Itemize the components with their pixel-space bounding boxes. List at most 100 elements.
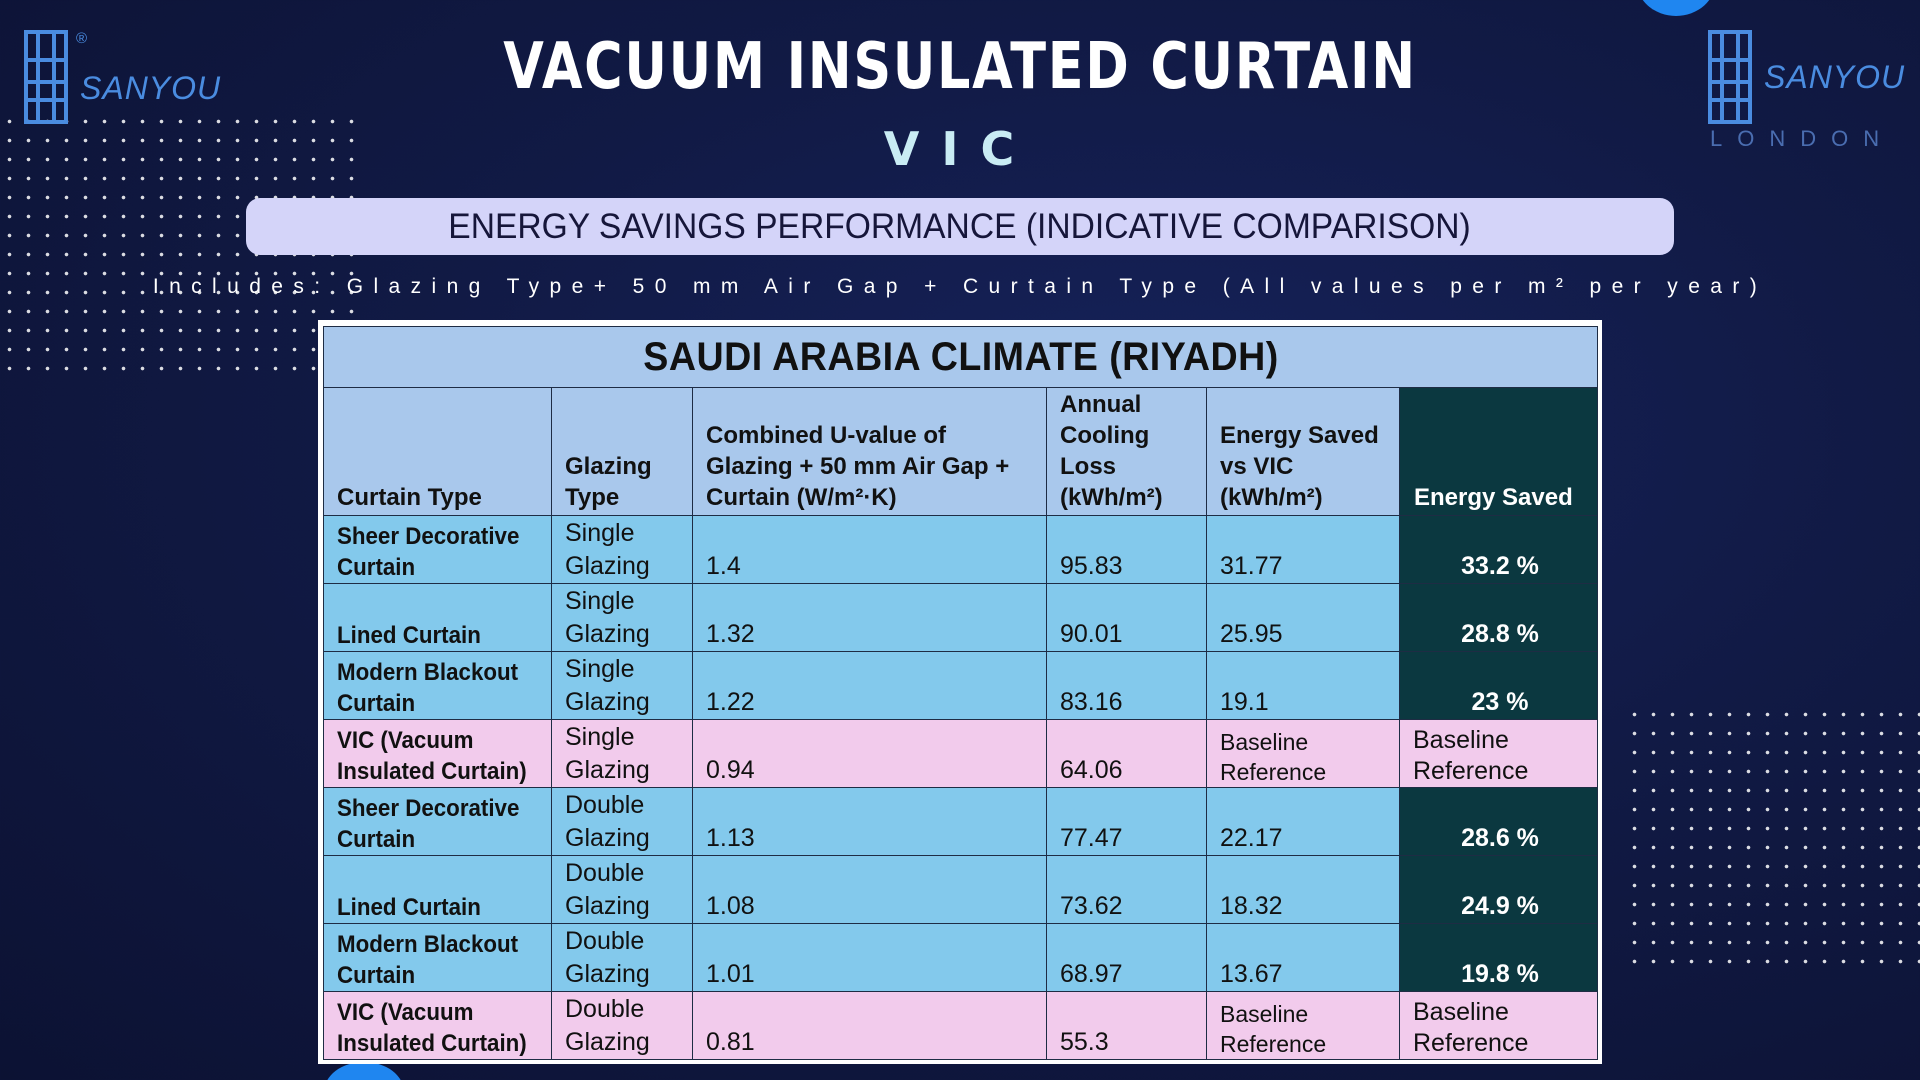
sanyou-logo-left: SANYOU [24, 30, 221, 124]
glazing-type-cell: Double Glazing [551, 991, 693, 1060]
glazing-type-cell-text: Single Glazing [565, 519, 650, 580]
comparison-table: SAUDI ARABIA CLIMATE (RIYADH) Curtain Ty… [323, 326, 1598, 1060]
u-value-cell: 1.08 [692, 855, 1047, 924]
glazing-type-cell: Single Glazing [551, 719, 693, 788]
energy-saved-cell-text: 28.8 % [1461, 620, 1539, 648]
saved-vs-vic-cell: 31.77 [1206, 515, 1400, 584]
energy-saved-cell: 24.9 % [1399, 855, 1598, 924]
table-row: Lined Curtain Double Glazing 1.08 73.62 18.3… [323, 855, 1598, 924]
sanyou-logo-icon [1708, 30, 1752, 124]
energy-saved-cell: 33.2 % [1399, 515, 1598, 584]
curtain-type-cell: Sheer Decorative Curtain [323, 787, 552, 856]
brand-name: SANYOU [80, 69, 222, 106]
glazing-type-cell-text: Double Glazing [565, 791, 650, 852]
brand-name-right: SANYOU [1764, 58, 1906, 95]
glazing-type-cell: Double Glazing [551, 855, 693, 924]
cooling-loss-cell: 83.16 [1046, 651, 1207, 720]
saved-vs-vic-cell-text: 13.67 [1220, 960, 1283, 988]
table-row: Lined Curtain Single Glazing 1.32 90.01 25.9… [323, 583, 1598, 652]
decorative-circle-bottom [324, 1062, 404, 1080]
u-value-cell: 1.4 [692, 515, 1047, 584]
glazing-type-cell-text: Single Glazing [565, 723, 650, 784]
energy-saved-cell: 28.8 % [1399, 583, 1598, 652]
table-row: Sheer Decorative Curtain Double Glazing 1.… [323, 787, 1598, 856]
column-header: Energy Saved vs VIC (kWh/m²) [1206, 387, 1400, 516]
section-banner: ENERGY SAVINGS PERFORMANCE (INDICATIVE C… [246, 198, 1674, 255]
page-title: VACUUM INSULATED CURTAIN [503, 30, 1417, 104]
curtain-type-cell: VIC (Vacuum Insulated Curtain) [323, 719, 552, 788]
glazing-type-cell-text: Double Glazing [565, 927, 650, 988]
saved-vs-vic-cell-text: 31.77 [1220, 552, 1283, 580]
glazing-type-cell: Single Glazing [551, 651, 693, 720]
curtain-type-cell-text: VIC (Vacuum Insulated Curtain) [337, 727, 527, 785]
cooling-loss-cell-text: 83.16 [1060, 688, 1123, 716]
comparison-table-container: SAUDI ARABIA CLIMATE (RIYADH) Curtain Ty… [318, 320, 1602, 1064]
registered-mark: ® [76, 30, 88, 47]
glazing-type-cell: Single Glazing [551, 515, 693, 584]
energy-saved-cell: Baseline Reference [1399, 991, 1598, 1060]
saved-vs-vic-cell-text: Baseline Reference [1220, 1001, 1327, 1057]
glazing-type-cell-text: Single Glazing [565, 655, 650, 716]
glazing-type-cell: Single Glazing [551, 583, 693, 652]
curtain-type-cell: Lined Curtain [323, 583, 552, 652]
energy-saved-cell-text: 24.9 % [1461, 892, 1539, 920]
u-value-cell: 0.94 [692, 719, 1047, 788]
cooling-loss-cell: 68.97 [1046, 923, 1207, 992]
energy-saved-cell-text: Baseline Reference [1413, 998, 1529, 1057]
saved-vs-vic-cell: 13.67 [1206, 923, 1400, 992]
glazing-type-cell-text: Double Glazing [565, 995, 650, 1056]
curtain-type-cell-text: Lined Curtain [337, 622, 481, 649]
cooling-loss-cell-text: 73.62 [1060, 892, 1123, 920]
energy-saved-cell: 28.6 % [1399, 787, 1598, 856]
cooling-loss-cell: 77.47 [1046, 787, 1207, 856]
curtain-type-cell: Modern Blackout Curtain [323, 651, 552, 720]
sanyou-logo-right: SANYOU [1708, 30, 1905, 124]
curtain-type-cell-text: Modern Blackout Curtain [337, 659, 519, 717]
dot-pattern-right [1625, 705, 1920, 965]
saved-vs-vic-cell-text: 18.32 [1220, 892, 1283, 920]
glazing-type-cell: Double Glazing [551, 923, 693, 992]
saved-vs-vic-cell: 19.1 [1206, 651, 1400, 720]
energy-saved-cell-text: 19.8 % [1461, 960, 1539, 988]
saved-vs-vic-cell: 25.95 [1206, 583, 1400, 652]
u-value-cell-text: 1.22 [706, 688, 755, 716]
saved-vs-vic-cell-text: 19.1 [1220, 688, 1269, 716]
table-title-text: SAUDI ARABIA CLIMATE (RIYADH) [642, 334, 1279, 379]
saved-vs-vic-cell: Baseline Reference [1206, 719, 1400, 788]
energy-saved-cell: 23 % [1399, 651, 1598, 720]
curtain-type-cell: Modern Blackout Curtain [323, 923, 552, 992]
saved-vs-vic-cell-text: Baseline Reference [1220, 729, 1327, 785]
table-header-row: Curtain Type Glazing Type Combined U-val… [323, 387, 1598, 516]
cooling-loss-cell: 90.01 [1046, 583, 1207, 652]
u-value-cell: 1.01 [692, 923, 1047, 992]
glazing-type-cell-text: Double Glazing [565, 859, 650, 920]
u-value-cell-text: 0.94 [706, 756, 755, 784]
table-row: VIC (Vacuum Insulated Curtain) Double Gla… [323, 991, 1598, 1060]
column-header: Combined U-value of Glazing + 50 mm Air … [692, 387, 1047, 516]
energy-saved-cell: Baseline Reference [1399, 719, 1598, 788]
energy-saved-cell: 19.8 % [1399, 923, 1598, 992]
cooling-loss-cell: 73.62 [1046, 855, 1207, 924]
saved-vs-vic-cell: 18.32 [1206, 855, 1400, 924]
u-value-cell-text: 1.01 [706, 960, 755, 988]
u-value-cell-text: 1.13 [706, 824, 755, 852]
cooling-loss-cell-text: 95.83 [1060, 552, 1123, 580]
cooling-loss-cell-text: 77.47 [1060, 824, 1123, 852]
energy-saved-cell-text: 23 % [1471, 688, 1529, 716]
table-title: SAUDI ARABIA CLIMATE (RIYADH) [323, 326, 1598, 388]
curtain-type-cell-text: Lined Curtain [337, 894, 481, 921]
cooling-loss-cell-text: 68.97 [1060, 960, 1123, 988]
u-value-cell-text: 1.4 [706, 552, 741, 580]
u-value-cell: 1.32 [692, 583, 1047, 652]
curtain-type-cell-text: Sheer Decorative Curtain [337, 795, 520, 853]
cooling-loss-cell: 64.06 [1046, 719, 1207, 788]
cooling-loss-cell-text: 90.01 [1060, 620, 1123, 648]
table-note: Includes: Glazing Type+ 50 mm Air Gap + … [152, 275, 1768, 298]
cooling-loss-cell: 55.3 [1046, 991, 1207, 1060]
curtain-type-cell: VIC (Vacuum Insulated Curtain) [323, 991, 552, 1060]
cooling-loss-cell-text: 64.06 [1060, 756, 1123, 784]
u-value-cell-text: 0.81 [706, 1028, 755, 1056]
energy-saved-cell-text: 33.2 % [1461, 552, 1539, 580]
table-row: Modern Blackout Curtain Double Glazing 1.0… [323, 923, 1598, 992]
brand-location: LONDON [1710, 126, 1895, 151]
